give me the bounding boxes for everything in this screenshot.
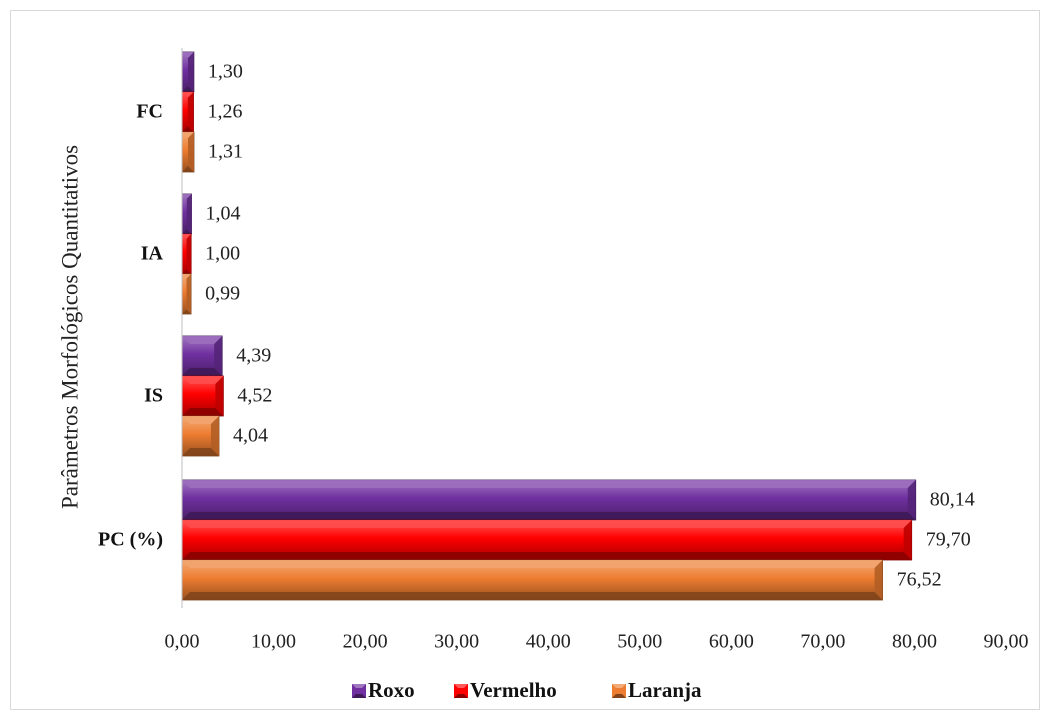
legend-item-vermelho: Vermelho (454, 678, 557, 702)
bar-roxo-0 (181, 479, 917, 521)
x-tick-label-6: 60,00 (709, 631, 754, 653)
x-tick-label-3: 30,00 (434, 631, 479, 653)
bars-layer (181, 51, 917, 601)
x-tick-label-7: 70,00 (800, 631, 845, 653)
bar-vermelho-3 (181, 91, 194, 133)
data-label-laranja-2: 0,99 (205, 283, 240, 305)
data-label-roxo-1: 4,39 (236, 345, 271, 367)
data-label-vermelho-1: 4,52 (237, 385, 272, 407)
bar-roxo-1 (181, 335, 223, 377)
data-label-roxo-0: 80,14 (930, 489, 975, 511)
legend-label: Roxo (368, 678, 415, 702)
data-label-roxo-3: 1,30 (208, 61, 243, 83)
y-axis-title: Parâmetros Morfológicos Quantitativos (57, 145, 82, 509)
data-label-laranja-0: 76,52 (897, 569, 942, 591)
category-label-1: IS (144, 385, 163, 407)
category-label-0: PC (%) (98, 529, 163, 551)
legend-label: Vermelho (470, 678, 557, 702)
x-tick-label-5: 50,00 (617, 631, 662, 653)
data-label-vermelho-0: 79,70 (926, 529, 971, 551)
x-tick-label-8: 80,00 (892, 631, 937, 653)
x-tick-label-2: 20,00 (343, 631, 388, 653)
x-tick-label-1: 10,00 (251, 631, 296, 653)
bar-vermelho-0 (181, 519, 913, 561)
legend-item-roxo: Roxo (352, 678, 415, 702)
labels-layer: 80,14 79,70 76,52 PC (%) 4,39 4,52 4,04 IS 1,04 1… (98, 61, 975, 591)
legend-label: Laranja (628, 678, 702, 702)
legend: Roxo Vermelho Laranja (352, 678, 702, 702)
bar-laranja-2 (181, 273, 192, 315)
bar-laranja-3 (181, 131, 195, 173)
axis-layer: 0,00 10,00 20,00 30,00 40,00 50,00 60,00 70,00 8… (165, 48, 1029, 653)
data-label-laranja-1: 4,04 (233, 425, 268, 447)
data-label-roxo-2: 1,04 (206, 203, 241, 225)
bar-vermelho-2 (181, 233, 192, 275)
data-label-laranja-3: 1,31 (208, 141, 243, 163)
data-label-vermelho-3: 1,26 (208, 101, 243, 123)
bar-laranja-1 (181, 415, 220, 457)
bar-roxo-2 (181, 193, 192, 235)
category-label-3: FC (136, 101, 163, 123)
bar-vermelho-1 (181, 375, 224, 417)
x-tick-label-4: 40,00 (526, 631, 571, 653)
bar-roxo-3 (181, 51, 195, 93)
data-label-vermelho-2: 1,00 (205, 243, 240, 265)
x-tick-label-9: 90,00 (984, 631, 1029, 653)
x-tick-label-0: 0,00 (165, 631, 200, 653)
legend-item-laranja: Laranja (612, 678, 702, 702)
category-label-2: IA (141, 243, 164, 265)
bar-laranja-0 (181, 559, 883, 601)
